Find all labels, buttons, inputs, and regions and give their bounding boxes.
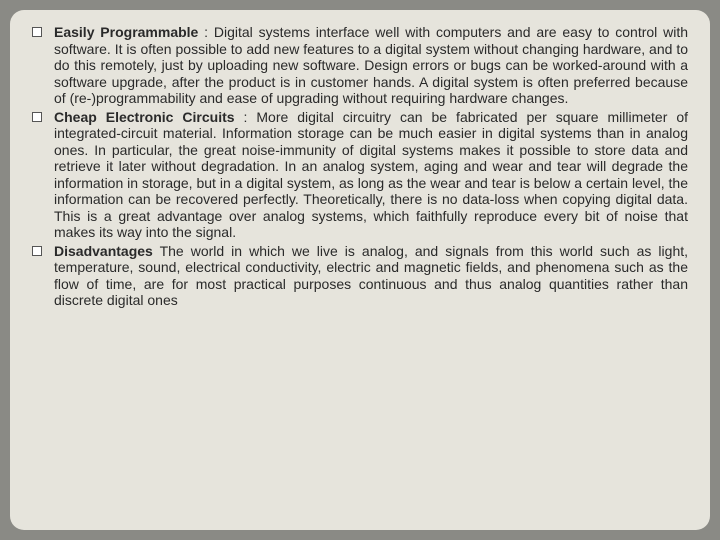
checkbox-icon xyxy=(32,246,42,256)
bullet-separator xyxy=(153,243,160,259)
bullet-item: Cheap Electronic Circuits : More digital… xyxy=(32,109,688,241)
bullet-separator: : xyxy=(235,109,257,125)
checkbox-icon xyxy=(32,112,42,122)
bullet-item: Easily Programmable : Digital systems in… xyxy=(32,24,688,107)
slide-panel: Easily Programmable : Digital systems in… xyxy=(10,10,710,530)
checkbox-icon xyxy=(32,27,42,37)
bullet-item: Disadvantages The world in which we live… xyxy=(32,243,688,309)
bullet-title: Cheap Electronic Circuits xyxy=(54,109,235,125)
bullet-separator: : xyxy=(198,24,214,40)
slide-content: Easily Programmable : Digital systems in… xyxy=(32,24,688,309)
bullet-title: Disadvantages xyxy=(54,243,153,259)
bullet-body: More digital circuitry can be fabricated… xyxy=(54,109,688,241)
bullet-title: Easily Programmable xyxy=(54,24,198,40)
